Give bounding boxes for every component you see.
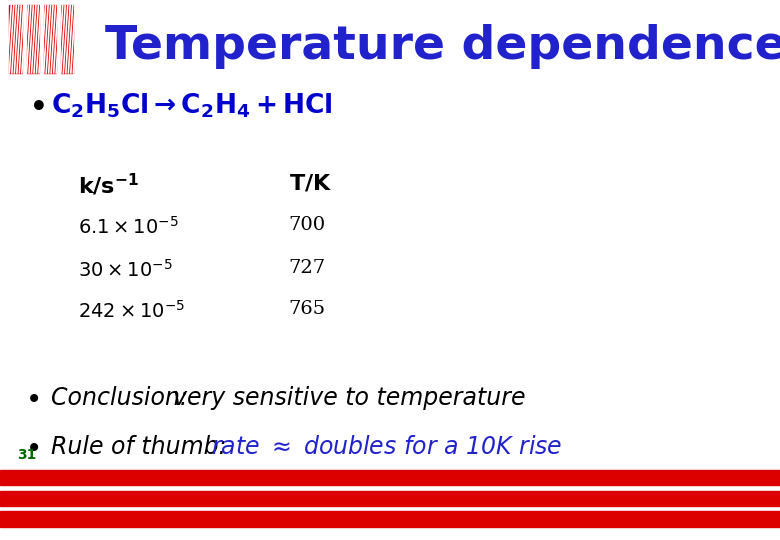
Text: $6.1 \times 10^{-5}$: $6.1 \times 10^{-5}$ (78, 216, 179, 238)
Text: $30 \times 10^{-5}$: $30 \times 10^{-5}$ (78, 259, 172, 281)
Text: Rule of thumb:: Rule of thumb: (51, 435, 231, 458)
Text: 31: 31 (17, 448, 37, 462)
Bar (44, 5, 56, 73)
Text: Conclusion:: Conclusion: (51, 386, 200, 410)
Text: very sensitive to temperature: very sensitive to temperature (173, 386, 526, 410)
Text: $\mathbf{k/s^{-1}}$: $\mathbf{k/s^{-1}}$ (78, 173, 139, 199)
Bar (9, 5, 22, 73)
Text: $242 \times 10^{-5}$: $242 \times 10^{-5}$ (78, 300, 185, 322)
Text: $\mathbf{C_2H_5Cl \rightarrow C_2H_4 + HCl}$: $\mathbf{C_2H_5Cl \rightarrow C_2H_4 + H… (51, 92, 332, 120)
Text: •: • (26, 435, 42, 463)
Bar (0, 511, 780, 526)
Text: •: • (30, 94, 48, 123)
Text: 700: 700 (289, 216, 326, 234)
Text: $\mathbf{T/K}$: $\mathbf{T/K}$ (289, 173, 332, 195)
Text: rate $\approx$ doubles for a 10K rise: rate $\approx$ doubles for a 10K rise (211, 435, 562, 458)
Text: •: • (26, 386, 42, 414)
Bar (0, 491, 780, 506)
Bar (61, 5, 73, 73)
Text: 727: 727 (289, 259, 326, 277)
Text: 765: 765 (289, 300, 326, 318)
Text: Temperature dependence?: Temperature dependence? (105, 24, 780, 69)
Bar (27, 5, 39, 73)
Bar (0, 470, 780, 485)
